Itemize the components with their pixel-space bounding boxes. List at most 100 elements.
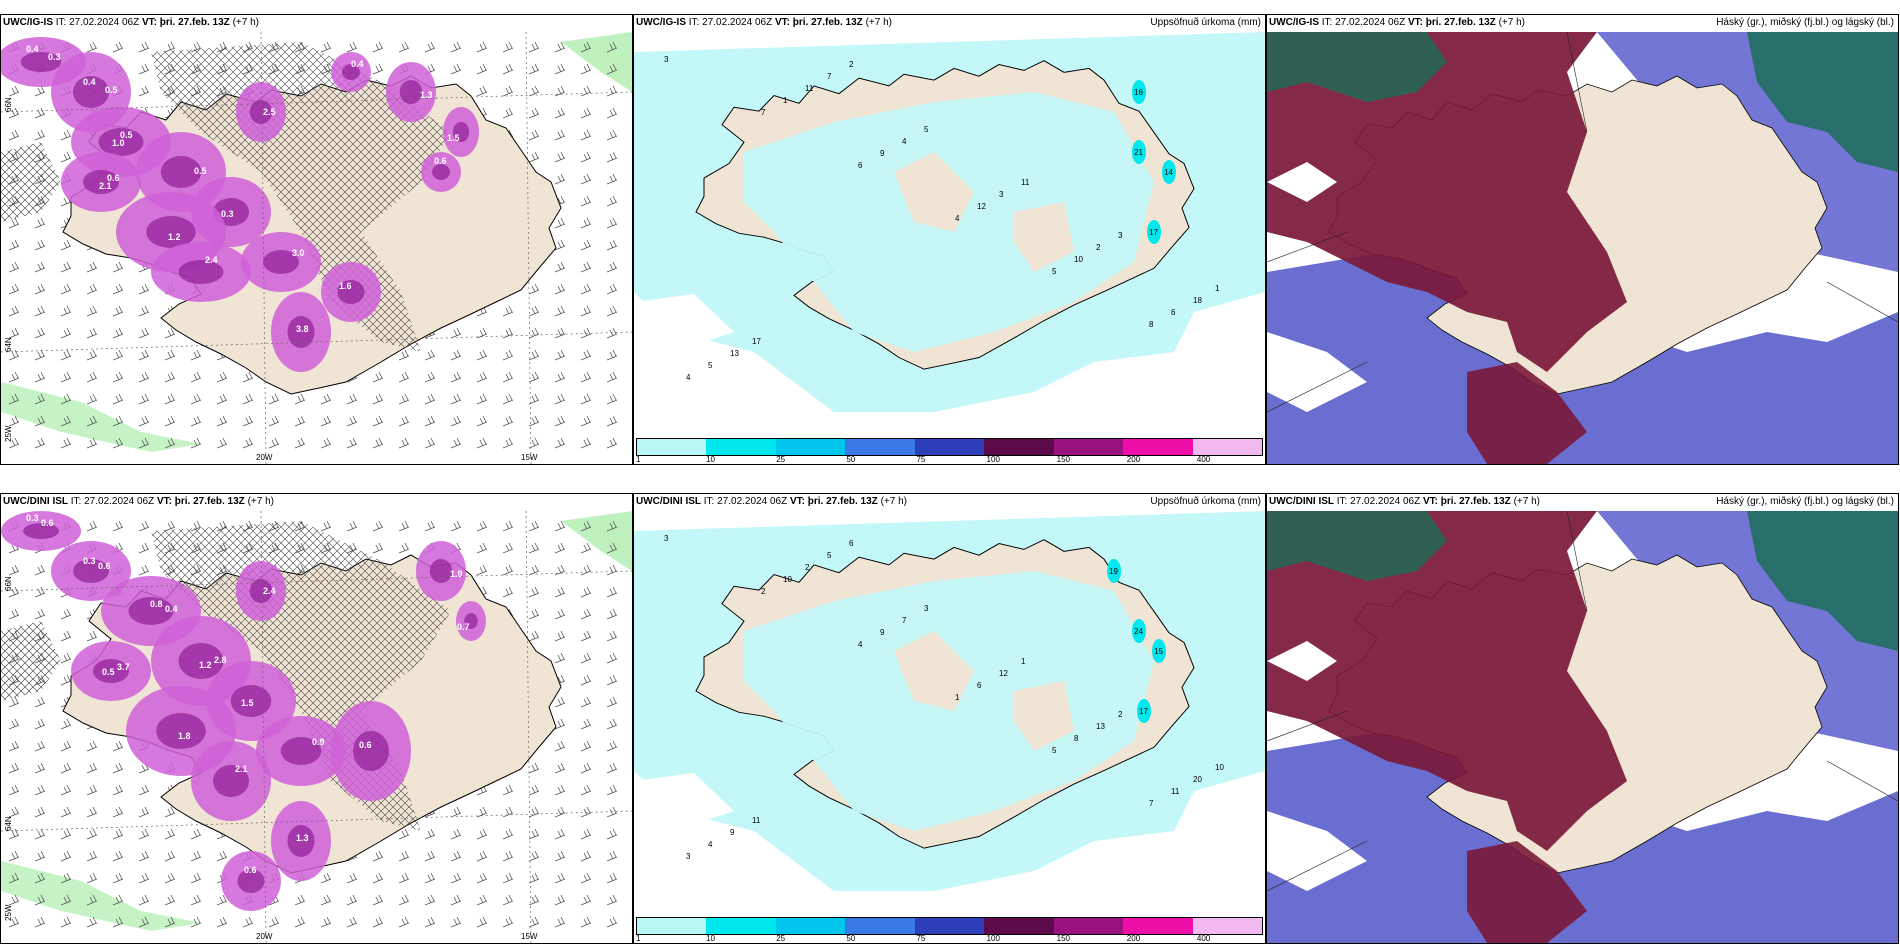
wind-barb xyxy=(8,415,20,427)
it-label: IT: xyxy=(55,17,67,28)
wind-barb xyxy=(346,872,358,884)
wind-barb xyxy=(164,393,176,405)
panel-precip-row1: UWC/IG-IS IT: 27.02.2024 06Z VT: þri. 27… xyxy=(633,14,1266,465)
colorbar-swatch xyxy=(1123,918,1193,934)
mid-cloud-area xyxy=(1267,511,1627,851)
wind-barb xyxy=(34,85,46,97)
cell-value-label: 0.6 xyxy=(107,173,120,183)
wind-barb xyxy=(554,173,566,185)
wind-barb xyxy=(554,894,566,906)
wind-barb xyxy=(580,630,592,642)
wind-barb xyxy=(8,371,20,383)
vt-label: VT: xyxy=(1422,496,1438,507)
wind-barb xyxy=(8,784,20,796)
wind-barb xyxy=(606,520,618,532)
wind-barb xyxy=(476,41,488,53)
wind-barb xyxy=(164,828,176,840)
colorbar-swatch xyxy=(1053,918,1124,934)
wind-barb xyxy=(34,305,46,317)
wind-barb xyxy=(528,542,540,554)
convective-core xyxy=(146,216,196,248)
wind-barb xyxy=(554,828,566,840)
colorbar-tick-label: 400 xyxy=(1196,455,1211,464)
wind-barb xyxy=(398,872,410,884)
wind-barb xyxy=(580,107,592,119)
dry-area xyxy=(1194,302,1265,362)
precip-value-label: 4 xyxy=(858,640,863,649)
precip-value-label: 6 xyxy=(858,161,863,170)
convective-core xyxy=(452,122,470,142)
wind-barb xyxy=(8,806,20,818)
wind-barb xyxy=(138,520,150,532)
panel-header: UWC/DINI ISL IT: 27.02.2024 06Z VT: þri.… xyxy=(636,496,907,507)
wind-barb xyxy=(606,437,618,449)
boundary-lines xyxy=(1267,32,1898,413)
wind-barb xyxy=(606,195,618,207)
precip-value-label: 5 xyxy=(1052,267,1057,276)
graticule xyxy=(1,32,632,464)
wind-barb xyxy=(60,393,72,405)
wind-barb xyxy=(502,542,514,554)
dry-patch xyxy=(894,152,974,232)
wind-barb xyxy=(580,239,592,251)
wind-barb xyxy=(580,437,592,449)
convective-core xyxy=(73,559,109,583)
wind-barb xyxy=(476,894,488,906)
precip-value-label: 1 xyxy=(783,96,788,105)
wind-barb xyxy=(580,916,592,928)
wind-barb xyxy=(112,371,124,383)
wind-barb xyxy=(320,520,332,532)
cell-value-label: 3.7 xyxy=(117,662,130,672)
cell-value-label: 0.3 xyxy=(48,52,61,62)
heavy-precip-spot xyxy=(1107,559,1121,583)
wind-barb xyxy=(580,674,592,686)
wind-barb xyxy=(606,415,618,427)
wind-barb xyxy=(86,916,98,928)
wind-barb xyxy=(398,415,410,427)
precip-value-label: 10 xyxy=(783,575,792,584)
wind-barb xyxy=(476,85,488,97)
wind-barb xyxy=(8,564,20,576)
wind-barb xyxy=(502,828,514,840)
wind-barb xyxy=(580,718,592,730)
wind-barb xyxy=(138,305,150,317)
wind-barb xyxy=(8,608,20,620)
precip-value-label: 14 xyxy=(1164,168,1173,177)
wind-barb xyxy=(190,371,202,383)
panel-cloud-row2: UWC/DINI ISL IT: 27.02.2024 06Z VT: þri.… xyxy=(1266,493,1899,944)
wind-barb xyxy=(164,916,176,928)
wind-barb xyxy=(60,129,72,141)
convective-core xyxy=(160,156,202,188)
wind-barb xyxy=(86,327,98,339)
wind-barb xyxy=(476,63,488,75)
wind-barb xyxy=(34,740,46,752)
convective-cells xyxy=(1,511,486,911)
convective-core xyxy=(249,100,273,124)
graticule-line xyxy=(1,331,632,353)
wind-barb xyxy=(398,520,410,532)
mid-cloud-area xyxy=(1267,32,1627,372)
light-precip-area xyxy=(561,32,632,92)
wind-barb xyxy=(372,415,384,427)
colorbar-tick-label: 50 xyxy=(846,934,856,943)
precip-value-label: 13 xyxy=(730,349,739,358)
wind-barb xyxy=(554,608,566,620)
wind-barb xyxy=(476,520,488,532)
wind-barb xyxy=(476,872,488,884)
wind-barb xyxy=(580,151,592,163)
wind-barb xyxy=(528,283,540,295)
lon-label-15w: 15W xyxy=(521,453,538,462)
wind-barb xyxy=(528,872,540,884)
wind-barb xyxy=(216,393,228,405)
wind-barb xyxy=(580,542,592,554)
cell-value-label: 2.1 xyxy=(99,181,112,191)
convective-map: 20W 15W 66N 64N 25W 0.4 0.4 0.5 0.6 0.5 0.3 1.2 2.4 3… xyxy=(1,32,632,464)
wind-barb xyxy=(190,828,202,840)
wind-barb xyxy=(8,327,20,339)
wind-barb xyxy=(502,520,514,532)
boundary-line xyxy=(1267,710,1348,742)
wind-barb xyxy=(476,393,488,405)
wind-barb xyxy=(8,129,20,141)
wind-barb xyxy=(580,349,592,361)
wind-barb xyxy=(86,393,98,405)
